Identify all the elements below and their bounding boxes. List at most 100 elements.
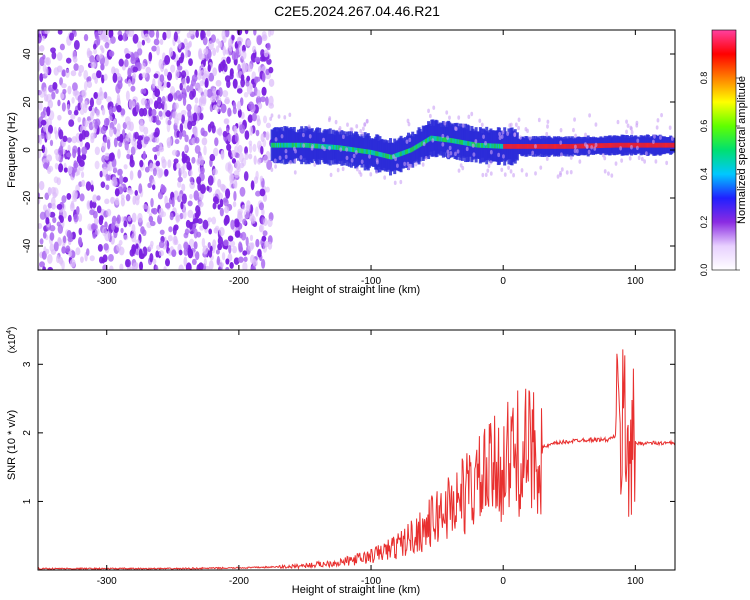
noise-mark xyxy=(217,204,221,210)
noise-mark xyxy=(219,262,224,268)
noise-mark xyxy=(177,112,183,121)
noise-mark xyxy=(93,217,99,225)
noise-mark xyxy=(181,183,186,192)
scatter-mark xyxy=(284,149,288,154)
noise-mark xyxy=(125,90,130,101)
scatter-mark xyxy=(446,153,450,159)
noise-mark xyxy=(252,259,258,267)
noise-mark xyxy=(218,192,223,200)
band-core-mark xyxy=(673,142,675,148)
noise-mark xyxy=(43,162,49,169)
y-tick-label: 3 xyxy=(22,361,33,367)
noise-mark xyxy=(142,203,148,210)
spectrogram-y-label: Frequency (Hz) xyxy=(6,112,18,188)
noise-mark xyxy=(262,230,268,237)
noise-mark xyxy=(212,104,217,111)
noise-mark xyxy=(112,118,117,125)
noise-mark xyxy=(141,72,148,79)
noise-mark xyxy=(231,50,236,61)
noise-mark xyxy=(80,171,85,179)
noise-mark xyxy=(127,189,134,195)
scatter-mark xyxy=(403,161,407,167)
noise-mark xyxy=(210,34,216,43)
scatter-mark xyxy=(289,160,292,165)
noise-mark xyxy=(175,69,180,78)
noise-mark xyxy=(130,85,136,92)
scatter-mark xyxy=(513,132,517,138)
scatter-mark xyxy=(651,139,655,144)
scatter-mark xyxy=(360,159,364,164)
scatter-mark xyxy=(575,148,579,154)
noise-mark xyxy=(248,140,253,146)
scatter-mark xyxy=(354,150,358,155)
noise-mark xyxy=(200,127,205,136)
noise-mark xyxy=(109,36,116,44)
noise-mark xyxy=(203,145,207,156)
scatter-mark xyxy=(559,140,563,145)
noise-mark xyxy=(191,156,196,164)
noise-mark xyxy=(199,70,205,80)
noise-mark xyxy=(140,97,147,106)
colorbar-tick-label: 0.6 xyxy=(699,120,709,133)
noise-mark xyxy=(91,72,97,80)
noise-mark xyxy=(194,97,199,104)
noise-mark xyxy=(250,215,256,224)
noise-mark xyxy=(193,241,198,250)
scatter-mark xyxy=(277,114,281,119)
scatter-mark xyxy=(520,168,524,173)
scatter-mark xyxy=(574,133,577,139)
scatter-mark xyxy=(635,145,639,151)
noise-mark xyxy=(56,254,60,264)
noise-mark xyxy=(167,234,173,242)
noise-mark xyxy=(238,242,243,253)
noise-mark xyxy=(39,261,45,268)
noise-mark xyxy=(186,85,191,93)
scatter-mark xyxy=(574,144,577,150)
scatter-mark xyxy=(626,123,630,128)
scatter-mark xyxy=(363,122,367,127)
scatter-mark xyxy=(590,145,594,150)
noise-mark xyxy=(178,132,183,140)
noise-mark xyxy=(262,72,266,83)
noise-mark xyxy=(163,102,168,113)
noise-mark xyxy=(75,205,80,215)
noise-mark xyxy=(206,30,211,37)
noise-mark xyxy=(216,128,223,136)
noise-mark xyxy=(70,70,77,77)
noise-mark xyxy=(210,95,217,103)
noise-mark xyxy=(112,72,118,84)
noise-mark xyxy=(75,247,81,256)
noise-mark xyxy=(53,126,58,135)
noise-mark xyxy=(48,124,54,135)
noise-mark xyxy=(154,136,160,144)
noise-mark xyxy=(152,146,158,153)
noise-mark xyxy=(96,54,102,61)
noise-mark xyxy=(89,54,95,63)
noise-mark xyxy=(152,258,157,265)
colorbar-tick-label: 0.4 xyxy=(699,168,709,181)
scatter-mark xyxy=(441,142,445,147)
noise-mark xyxy=(38,30,41,35)
noise-mark xyxy=(81,146,88,155)
noise-mark xyxy=(163,266,167,270)
noise-mark xyxy=(129,170,134,181)
noise-mark xyxy=(268,78,275,87)
scatter-mark xyxy=(293,146,296,151)
noise-mark xyxy=(57,147,64,156)
noise-mark xyxy=(157,169,163,179)
noise-mark xyxy=(66,193,72,200)
noise-mark xyxy=(86,80,93,89)
noise-mark xyxy=(148,98,154,105)
noise-mark xyxy=(161,158,167,169)
noise-mark xyxy=(115,73,122,81)
noise-mark xyxy=(216,255,220,266)
noise-mark xyxy=(143,126,149,135)
noise-mark xyxy=(68,119,75,127)
noise-mark xyxy=(79,102,85,110)
scatter-mark xyxy=(269,116,273,121)
noise-mark xyxy=(167,119,172,126)
noise-mark xyxy=(262,139,267,148)
noise-mark xyxy=(152,78,156,89)
noise-mark xyxy=(160,183,164,193)
